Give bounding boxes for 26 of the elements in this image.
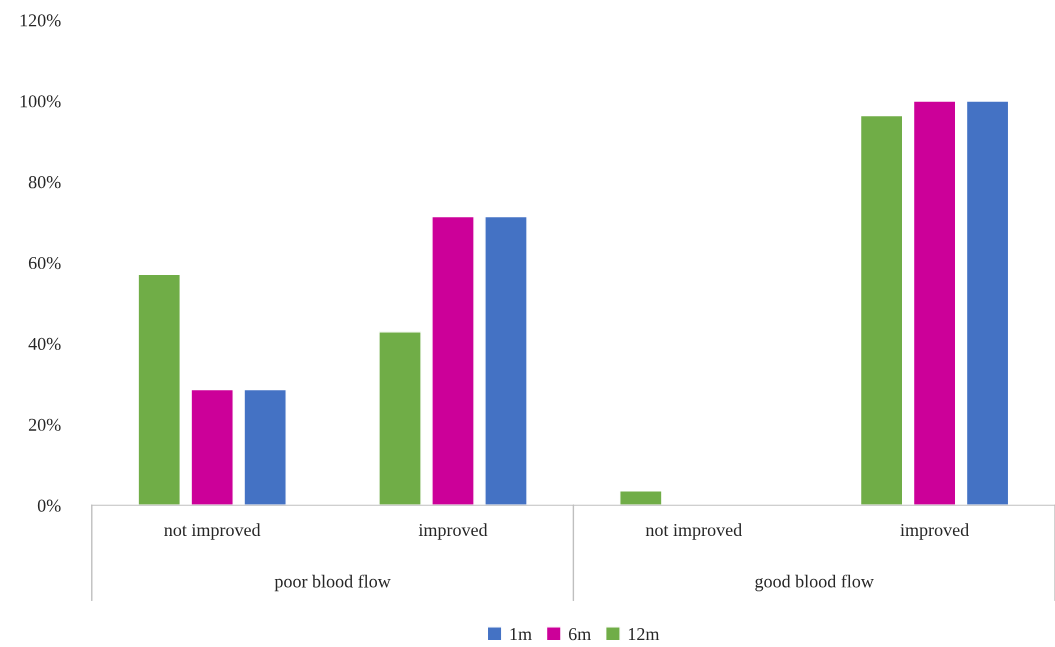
y-tick-label: 20% <box>28 418 61 431</box>
bar <box>243 388 287 506</box>
bar <box>484 215 528 506</box>
legend-label: 12m <box>628 628 660 641</box>
y-tick-label: 60% <box>28 256 61 270</box>
text: good blood flow <box>755 574 874 592</box>
bar <box>378 331 422 506</box>
y-tick-label: 0% <box>37 499 61 512</box>
bar <box>431 215 475 506</box>
legend-label: 1m <box>510 628 532 641</box>
bar <box>619 490 663 506</box>
x-tick-label: not improved <box>645 523 742 540</box>
y-tick-label: 80% <box>28 176 61 189</box>
bar <box>137 273 181 506</box>
bar <box>965 100 1010 506</box>
bar <box>190 388 234 506</box>
x-tick-label: improved <box>418 523 488 540</box>
bar <box>859 114 904 506</box>
y-tick-label: 40% <box>28 337 61 351</box>
y-tick-label: 120% <box>20 14 61 27</box>
x-tick-label: not improved <box>164 523 261 540</box>
y-tick-label: 100% <box>20 95 61 108</box>
x-tick-label: improved <box>900 523 969 540</box>
bar <box>912 100 957 506</box>
text: poor blood flow <box>274 574 391 592</box>
legend-label: 6m <box>568 628 591 641</box>
